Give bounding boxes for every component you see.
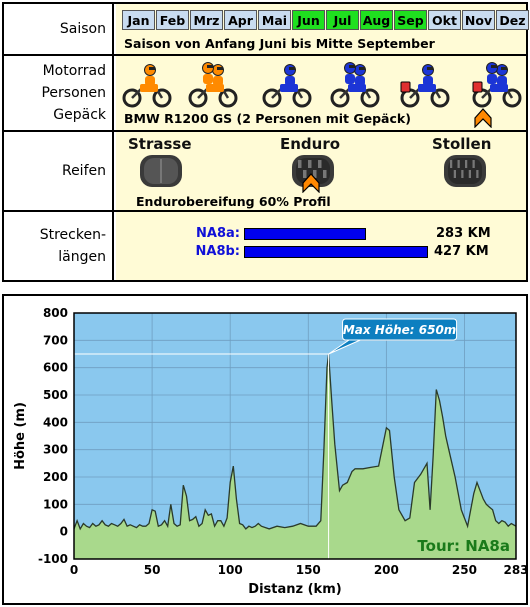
enduro-1-person-icon [122, 64, 172, 108]
annotation-box [342, 318, 458, 341]
tour-info-table: Saison Jan Feb Mrz Apr Mai Jun Jul Aug Sep Okt Nov… [2, 2, 529, 282]
tire-stollen-icon [444, 155, 486, 187]
saison-row: Saison Jan Feb Mrz Apr Mai Jun Jul Aug Sep Okt Nov… [4, 4, 529, 56]
tourer-2-persons-luggage-icon [472, 62, 522, 108]
track-name-0: NA8a: [196, 226, 240, 241]
gepaeck-label-line: Gepäck [53, 107, 106, 123]
motorrad-content: BMW R1200 GS (2 Personen mit Gepäck) [116, 56, 526, 130]
motorrad-label-line: Motorrad [42, 63, 106, 79]
month-nov: Nov [462, 10, 495, 30]
track-name-1: NA8b: [195, 244, 241, 259]
y-tick-label: 300 [43, 443, 68, 457]
saison-description: Saison von Anfang Juni bis Mitte Septemb… [124, 36, 435, 51]
y-tick-label: 500 [43, 388, 68, 402]
elevation-line [73, 353, 517, 531]
tire-strasse-icon [140, 155, 182, 187]
elevation-chart: 800 700 600 500 400 300 200 100 0 -100 0 50 100 150 20… [2, 294, 529, 605]
month-dez: Dez [496, 10, 529, 30]
strecke-label-line-2: längen [58, 249, 106, 265]
month-apr: Apr [224, 10, 257, 30]
enduro-2-persons-icon [188, 62, 238, 108]
y-tick-label: 700 [43, 333, 68, 347]
strecke-label: Strecken- längen [4, 212, 114, 280]
month-sep: Sep [394, 10, 427, 30]
selected-bike-arrow-icon [474, 108, 492, 128]
elevation-area [74, 354, 516, 559]
tour-legend: Tour: NA8a [417, 537, 510, 555]
x-tick-label: 250 [452, 563, 477, 577]
strecke-label-line-1: Strecken- [39, 227, 106, 243]
month-mrz: Mrz [190, 10, 223, 30]
strecke-content: NA8a: 283 KM NA8b: 427 KM [116, 212, 526, 280]
y-tick-label: 100 [43, 497, 68, 511]
tire-description: Endurobereifung 60% Profil [136, 194, 331, 209]
max-height-annotation: Max Höhe: 650m [343, 323, 456, 337]
personen-label-line: Personen [41, 85, 106, 101]
tourer-1-person-icon [262, 64, 312, 108]
month-jun: Jun [292, 10, 325, 30]
saison-content: Jan Feb Mrz Apr Mai Jun Jul Aug Sep Okt Nov Dez Sai… [116, 4, 529, 54]
track-km-0: 283 KM [436, 226, 491, 241]
tire-label-stollen: Stollen [432, 135, 492, 153]
month-mai: Mai [258, 10, 291, 30]
month-jul: Jul [326, 10, 359, 30]
motorrad-row: Motorrad Personen Gepäck BMW R1200 GS (2… [4, 56, 526, 132]
y-tick-label: 0 [60, 525, 68, 539]
y-tick-label: 800 [43, 306, 68, 320]
y-tick-label: 600 [43, 361, 68, 375]
tourer-1-person-luggage-icon [400, 64, 450, 108]
x-tick-label: 150 [296, 563, 321, 577]
plot-border [73, 312, 517, 560]
tire-label-strasse: Strasse [128, 135, 192, 153]
motorrad-label: Motorrad Personen Gepäck [4, 56, 114, 130]
y-tick-label: 400 [43, 415, 68, 429]
y-tick-label: -100 [38, 552, 68, 566]
saison-label: Saison [4, 4, 114, 54]
track-length-bar-0 [244, 228, 366, 240]
x-axis-title: Distanz (km) [248, 582, 341, 597]
x-tick-label: 100 [218, 563, 243, 577]
y-tick-label: 200 [43, 470, 68, 484]
track-km-1: 427 KM [434, 244, 489, 259]
month-feb: Feb [156, 10, 189, 30]
month-jan: Jan [122, 10, 155, 30]
track-length-bar-1 [244, 246, 428, 258]
month-aug: Aug [360, 10, 393, 30]
x-tick-label: 283 [503, 563, 528, 577]
month-bar: Jan Feb Mrz Apr Mai Jun Jul Aug Sep Okt Nov Dez [122, 10, 529, 30]
reifen-content: Endurobereifung 60% Profil Strasse Enduro… [116, 132, 526, 210]
tire-label-enduro: Enduro [280, 135, 341, 153]
month-okt: Okt [428, 10, 461, 30]
y-axis-title: Höhe (m) [13, 402, 28, 470]
strecke-row: Strecken- längen NA8a: 283 KM NA8b: 427 KM [4, 212, 526, 280]
selected-tire-arrow-icon [302, 173, 320, 193]
x-tick-label: 200 [374, 563, 399, 577]
tourer-2-persons-icon [330, 62, 380, 108]
x-tick-label: 0 [70, 563, 78, 577]
reifen-label: Reifen [4, 132, 114, 210]
bike-description: BMW R1200 GS (2 Personen mit Gepäck) [124, 111, 411, 126]
reifen-row: Reifen Endurobereifung 60% Profil Strass… [4, 132, 526, 212]
tire-enduro-icon [292, 155, 334, 187]
x-tick-label: 50 [144, 563, 161, 577]
